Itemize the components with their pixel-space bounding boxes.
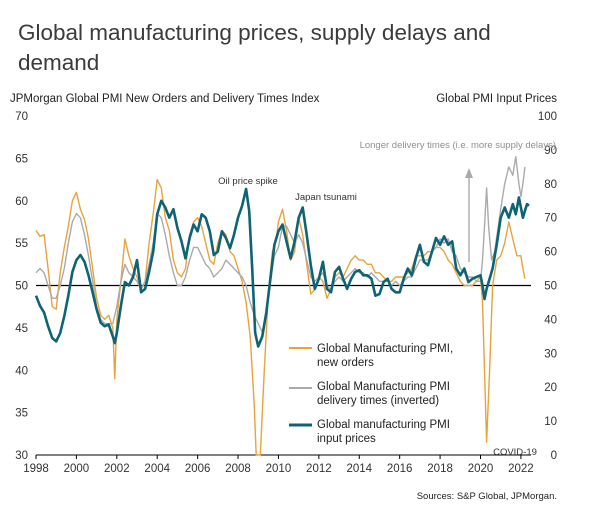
left-tick-label-50: 50 — [15, 281, 28, 293]
x-tick-label-2012: 2012 — [306, 463, 332, 475]
annotation-delivery-times: Longer delivery times (i.e. more supply … — [360, 140, 556, 151]
chart-title-line-1: Global manufacturing prices, supply dela… — [18, 20, 491, 45]
right-tick-label-30: 30 — [544, 348, 557, 360]
chart-title-line-2: demand — [18, 50, 99, 75]
right-tick-label-90: 90 — [544, 145, 557, 157]
right-tick-label-60: 60 — [544, 247, 557, 259]
left-axis-ticks: 30 35 40 45 50 55 60 65 70 — [15, 111, 28, 462]
left-axis-title: JPMorgan Global PMI New Orders and Deliv… — [10, 93, 320, 105]
x-tick-label-2010: 2010 — [266, 463, 292, 475]
legend-label-input-prices: Global manufacturing PMI input prices — [317, 419, 453, 445]
series-new-orders-line — [35, 178, 526, 456]
legend-label-new-orders-line-2: new orders — [317, 357, 374, 369]
right-axis-ticks: 0 10 20 30 40 50 60 70 80 90 100 — [538, 111, 557, 462]
x-tick-label-2022: 2022 — [508, 463, 534, 475]
annotation-covid: COVID-19 — [493, 447, 537, 458]
arrow-up-icon — [465, 168, 473, 262]
x-tick-label-2014: 2014 — [346, 463, 372, 475]
x-tick-label-2004: 2004 — [144, 463, 170, 475]
left-tick-label-55: 55 — [15, 238, 28, 250]
legend-label-new-orders: Global Manufacturing PMI, new orders — [317, 343, 456, 369]
left-tick-label-45: 45 — [15, 323, 28, 335]
right-tick-label-40: 40 — [544, 314, 557, 326]
legend-label-delivery-times-line-2: delivery times (inverted) — [317, 395, 439, 407]
left-tick-label-70: 70 — [15, 111, 28, 123]
x-axis-ticks: 1998 2000 2002 2004 2006 2008 2010 2012 2014 2016… — [23, 455, 534, 475]
left-tick-label-35: 35 — [15, 408, 28, 420]
right-tick-label-80: 80 — [544, 179, 557, 191]
source-note: Sources: S&P Global, JPMorgan. — [417, 491, 557, 502]
right-tick-label-10: 10 — [544, 416, 557, 428]
annotation-oil-price-spike: Oil price spike — [218, 176, 278, 187]
x-tick-label-2020: 2020 — [468, 463, 494, 475]
right-tick-label-70: 70 — [544, 213, 557, 225]
right-tick-label-0: 0 — [551, 450, 557, 462]
series-delivery-times-line — [35, 156, 526, 333]
legend-label-input-prices-line-1: Global manufacturing PMI — [317, 419, 450, 431]
x-tick-label-2018: 2018 — [427, 463, 453, 475]
legend: Global Manufacturing PMI, new orders Glo… — [289, 343, 456, 445]
x-tick-label-1998: 1998 — [23, 463, 49, 475]
annotation-japan-tsunami: Japan tsunami — [295, 192, 357, 203]
x-tick-label-2006: 2006 — [185, 463, 211, 475]
right-tick-label-100: 100 — [538, 111, 557, 123]
legend-label-delivery-times-line-1: Global Manufacturing PMI — [317, 381, 450, 393]
legend-label-new-orders-line-1: Global Manufacturing PMI, — [317, 343, 453, 355]
left-tick-label-40: 40 — [15, 365, 28, 377]
right-tick-label-50: 50 — [544, 281, 557, 293]
legend-label-input-prices-line-2: input prices — [317, 433, 376, 445]
right-tick-label-20: 20 — [544, 382, 557, 394]
left-tick-label-60: 60 — [15, 196, 28, 208]
right-axis-title: Global PMI Input Prices — [436, 93, 557, 105]
left-tick-label-30: 30 — [15, 450, 28, 462]
legend-label-delivery-times: Global Manufacturing PMI delivery times … — [317, 381, 453, 407]
x-tick-label-2016: 2016 — [387, 463, 413, 475]
x-tick-label-2000: 2000 — [64, 463, 90, 475]
x-tick-label-2002: 2002 — [104, 463, 130, 475]
series-layer — [34, 156, 530, 456]
x-tick-label-2008: 2008 — [225, 463, 251, 475]
series-input-prices-line — [34, 187, 530, 348]
left-tick-label-65: 65 — [15, 153, 28, 165]
